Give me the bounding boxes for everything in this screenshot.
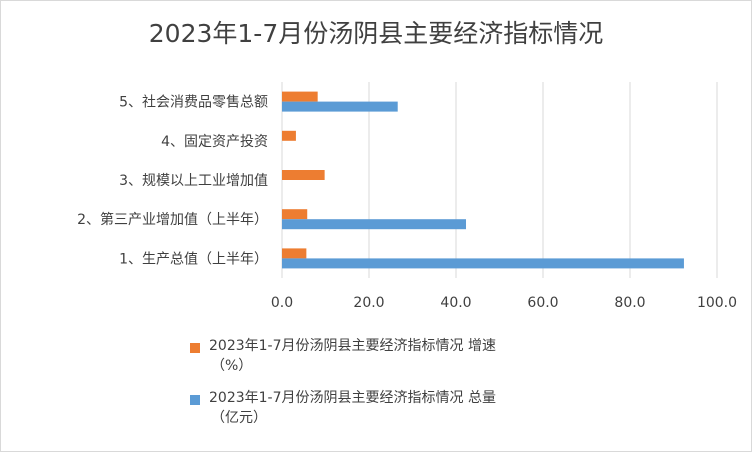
category-label: 1、生产总值（上半年） [119,251,268,267]
x-tick-label: 60.0 [527,295,558,311]
bar-total [282,101,398,112]
x-tick-label: 0.0 [271,295,293,311]
bar-total [282,219,467,230]
x-tick-label: 40.0 [440,295,471,311]
chart-title: 2023年1-7月份汤阴县主要经济指标情况 [148,19,604,48]
category-label: 4、固定资产投资 [161,134,268,150]
category-label: 3、规模以上工业增加值 [119,173,268,189]
legend-label-total-line1: 2023年1-7月份汤阴县主要经济指标情况 总量 [209,390,496,406]
category-label: 5、社会消费品零售总额 [119,95,268,111]
legend-swatch-total [190,395,200,405]
legend-label-total: 2023年1-7月份汤阴县主要经济指标情况 总量 （亿元） [209,388,629,428]
bar-growth [282,248,307,259]
legend-swatch-growth [190,343,200,353]
bar-growth [282,130,296,141]
legend-label-growth: 2023年1-7月份汤阴县主要经济指标情况 增速 （%） [209,336,629,376]
bar-growth [282,91,318,102]
bar-growth [282,209,308,220]
legend-label-growth-line2: （%） [211,358,253,374]
bar-growth [282,170,325,180]
bar-total [282,258,684,269]
x-tick-label: 20.0 [353,295,384,311]
x-tick-label: 100.0 [697,295,737,311]
legend-label-total-line2: （亿元） [211,410,267,426]
x-tick-label: 80.0 [614,295,645,311]
legend-label-growth-line1: 2023年1-7月份汤阴县主要经济指标情况 增速 [209,338,496,354]
category-label: 2、第三产业增加值（上半年） [77,211,268,228]
